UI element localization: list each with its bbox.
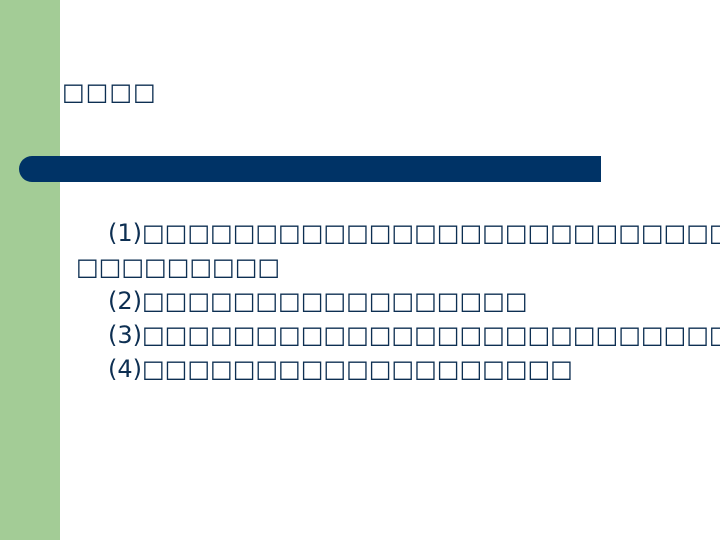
item-text: □□□□□□□□□□□□□□□□□□□□□□□□□□□□□□□ [142, 219, 720, 247]
item-text: □□□□□□□□□□□□□□□□□□□ [142, 355, 573, 383]
title-underline-bar [19, 156, 601, 182]
list-item: (4)□□□□□□□□□□□□□□□□□□□ [76, 352, 676, 386]
slide-title: □□□□ [62, 78, 157, 106]
item-text: □□□□□□□□□□□□□□□□□ [142, 287, 528, 315]
item-number: (2) [108, 287, 142, 315]
list-item-continuation: □□□□□□□□□ [76, 253, 281, 281]
item-number: (3) [108, 321, 142, 349]
slide-body: (1)□□□□□□□□□□□□□□□□□□□□□□□□□□□□□□□ □□□□□… [76, 216, 720, 386]
list-item: (2)□□□□□□□□□□□□□□□□□ [76, 284, 676, 318]
item-text: □□□□□□□□□□□□□□□□□□□□□□□□□□□ [142, 321, 720, 349]
list-item: (1)□□□□□□□□□□□□□□□□□□□□□□□□□□□□□□□ [76, 216, 720, 250]
left-decorative-band [0, 0, 60, 540]
item-number: (1) [108, 219, 142, 247]
item-number: (4) [108, 355, 142, 383]
list-item: (3)□□□□□□□□□□□□□□□□□□□□□□□□□□□ [76, 318, 720, 352]
